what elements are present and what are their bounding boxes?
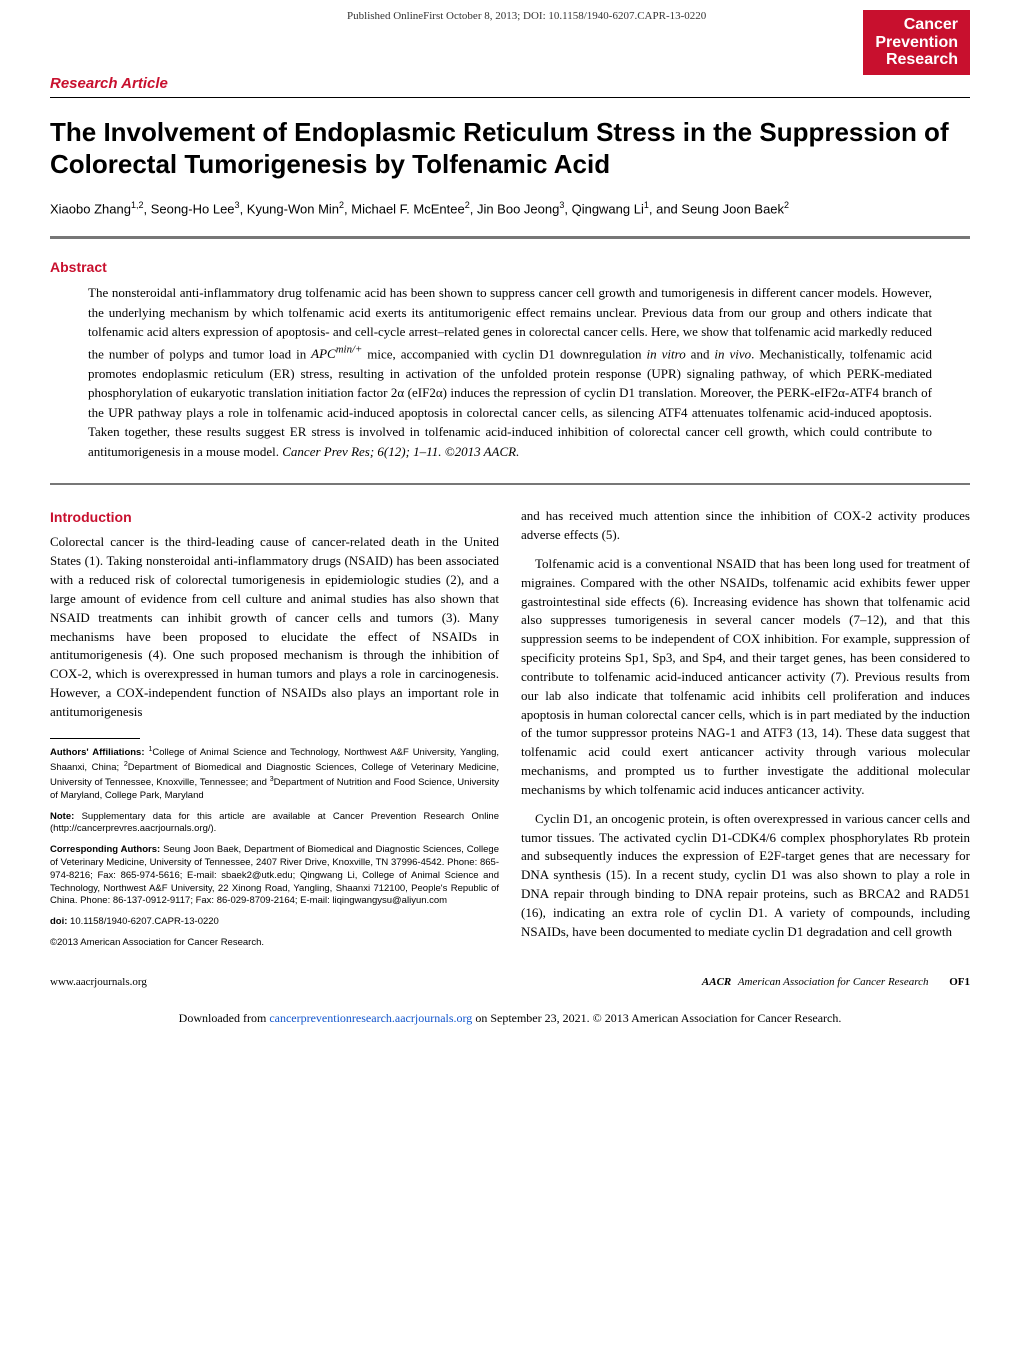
left-column: Introduction Colorectal cancer is the th…	[50, 507, 499, 958]
journal-line-2: Prevention	[875, 34, 958, 52]
journal-badge: Cancer Prevention Research	[863, 10, 970, 75]
authors: Xiaobo Zhang1,2, Seong-Ho Lee3, Kyung-Wo…	[0, 199, 1020, 219]
page-footer: www.aacrjournals.org AACR American Assoc…	[0, 958, 1020, 998]
intro-p4: Cyclin D1, an oncogenic protein, is ofte…	[521, 810, 970, 942]
footnotes: Authors' Affiliations: 1College of Anima…	[50, 738, 499, 950]
footer-org: American Association for Cancer Research	[738, 976, 929, 988]
divider-top	[50, 97, 970, 98]
body-columns: Introduction Colorectal cancer is the th…	[0, 507, 1020, 958]
article-type-row: Research Article	[0, 75, 1020, 93]
download-post: on September 23, 2021. © 2013 American A…	[472, 1011, 841, 1025]
intro-heading: Introduction	[50, 507, 499, 527]
publication-info: Published OnlineFirst October 8, 2013; D…	[190, 10, 863, 22]
download-link[interactable]: cancerpreventionresearch.aacrjournals.or…	[269, 1011, 472, 1025]
abstract-section: Abstract The nonsteroidal anti-inflammat…	[0, 259, 1020, 461]
intro-p2: and has received much attention since th…	[521, 507, 970, 545]
abstract-heading: Abstract	[50, 259, 970, 275]
intro-p3: Tolfenamic acid is a conventional NSAID …	[521, 555, 970, 800]
footnote-divider	[50, 738, 140, 739]
article-title: The Involvement of Endoplasmic Reticulum…	[0, 116, 1020, 181]
header-bar: Published OnlineFirst October 8, 2013; D…	[0, 0, 1020, 75]
copyright: ©2013 American Association for Cancer Re…	[50, 937, 499, 950]
corresponding-authors: Corresponding Authors: Seung Joon Baek, …	[50, 844, 499, 908]
divider-abstract	[50, 483, 970, 485]
intro-p1: Colorectal cancer is the third-leading c…	[50, 533, 499, 721]
affiliations: Authors' Affiliations: 1College of Anima…	[50, 745, 499, 803]
aacr-logo-icon: AACR	[702, 976, 731, 988]
download-pre: Downloaded from	[179, 1011, 270, 1025]
footer-right: AACR American Association for Cancer Res…	[702, 976, 970, 988]
journal-line-3: Research	[875, 51, 958, 69]
download-note: Downloaded from cancerpreventionresearch…	[0, 998, 1020, 1047]
divider-authors	[50, 236, 970, 239]
supplementary-note: Note: Supplementary data for this articl…	[50, 811, 499, 837]
abstract-text: The nonsteroidal anti-inflammatory drug …	[50, 283, 970, 461]
journal-line-1: Cancer	[875, 16, 958, 34]
page-number: OF1	[949, 976, 970, 988]
footer-url: www.aacrjournals.org	[50, 976, 147, 988]
right-column: and has received much attention since th…	[521, 507, 970, 958]
doi: doi: 10.1158/1940-6207.CAPR-13-0220	[50, 916, 499, 929]
article-type: Research Article	[50, 75, 168, 92]
